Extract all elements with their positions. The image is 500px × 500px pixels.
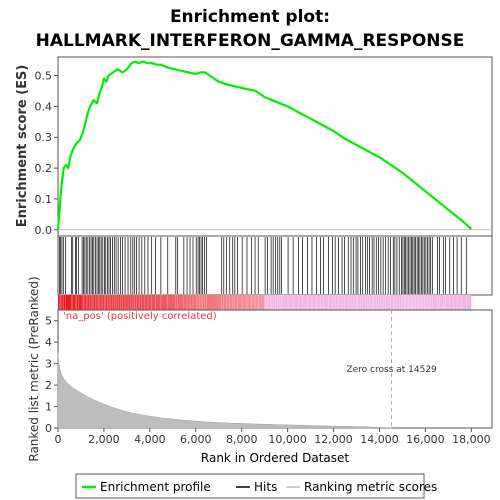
metric-bar-negative-segment: [264, 295, 472, 310]
metric-y-axis-label: Ranked list metric (PreRanked): [27, 276, 41, 461]
x-tick-label: 6,000: [180, 433, 212, 446]
x-tick-label: 4,000: [134, 433, 166, 446]
positive-correlation-annotation: 'na_pos' (positively correlated): [63, 311, 217, 322]
es-y-axis-label: Enrichment score (ES): [15, 65, 30, 228]
chart-title-line1: Enrichment plot:: [170, 7, 330, 27]
es-y-tick-label: 0.3: [35, 131, 53, 144]
x-tick-label: 10,000: [268, 433, 307, 446]
es-y-axis: 0.0 0.1 0.2 0.3 0.4 0.5: [35, 70, 58, 237]
legend-hits-label: Hits: [254, 480, 277, 494]
enrichment-profile-line: [56, 60, 473, 230]
legend-box: [75, 473, 425, 499]
metric-y-tick-label: 0: [45, 422, 52, 435]
hits-markers: [59, 237, 467, 294]
es-y-tick-label: 0.1: [35, 193, 53, 206]
x-tick-label: 16,000: [406, 433, 445, 446]
legend-metric-label: Ranking metric scores: [304, 480, 437, 494]
es-y-tick-label: 0.2: [35, 162, 53, 175]
metric-y-tick-label: 2: [45, 379, 52, 392]
es-y-tick-label: 0.4: [35, 100, 53, 113]
ranking-metric-area: [57, 352, 392, 429]
x-tick-label: 18,000: [452, 433, 491, 446]
metric-y-tick-label: 1: [45, 401, 52, 414]
es-y-tick-label: 0.5: [35, 70, 53, 83]
x-tick-label: 8,000: [226, 433, 258, 446]
x-axis: 0 2,000 4,000 6,000 8,000 10,000 12,000 14,000 1…: [55, 428, 491, 446]
metric-y-tick-label: 5: [45, 315, 52, 328]
es-y-tick-label: 0.0: [35, 224, 53, 237]
ranked-metric-color-bar: [58, 295, 472, 310]
metric-bar-positive-segment: [58, 295, 265, 310]
x-tick-label: 0: [55, 433, 62, 446]
metric-y-axis: 0 1 2 3 4 5: [45, 315, 58, 435]
x-tick-label: 14,000: [360, 433, 399, 446]
chart-title-line2: HALLMARK_INTERFERON_GAMMA_RESPONSE: [36, 31, 465, 51]
x-tick-label: 2,000: [88, 433, 120, 446]
zero-cross-annotation: Zero cross at 14529: [346, 365, 437, 375]
x-tick-label: 12,000: [314, 433, 353, 446]
legend-enrichment-label: Enrichment profile: [100, 480, 211, 494]
metric-y-tick-label: 4: [45, 336, 52, 349]
x-axis-label: Rank in Ordered Dataset: [201, 451, 349, 465]
metric-y-tick-label: 3: [45, 358, 52, 371]
